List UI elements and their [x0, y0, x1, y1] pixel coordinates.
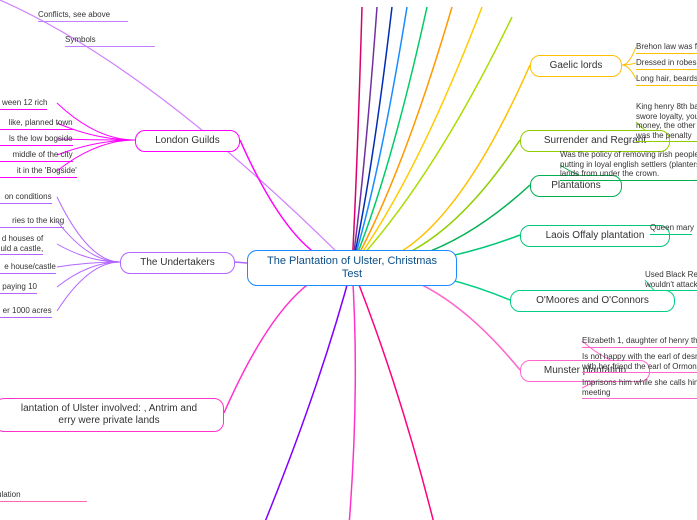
leaf-munster-2: Imprisons him while she calls him over t… [582, 378, 697, 399]
leaf-london-3: middle of the city [0, 150, 73, 162]
leaf-laois-0: Queen mary [650, 223, 694, 235]
leaf-undertakers-2: d houses of uld a castle, [0, 234, 43, 255]
leaf-london-1: like, planned town [0, 118, 73, 130]
leaf-undertakers-0: on conditions [0, 192, 52, 204]
leaf-london-2: ls the low bogside [0, 134, 73, 146]
branch-antrim[interactable]: lantation of Ulster involved: , Antrim a… [0, 398, 224, 432]
leaf-gaelic-1: Dressed in robes etc [636, 58, 697, 70]
leaf-undertakers-4: paying 10 [0, 282, 37, 294]
leaf-london-4: it in the 'Bogside' [0, 166, 77, 178]
leaf-munster-0: Elizabeth 1, daughter of henry the eight… [582, 336, 697, 348]
leaf-undertakers-3: e house/castle [0, 262, 56, 274]
branch-undertakers[interactable]: The Undertakers [120, 252, 235, 274]
leaf-munster-1: Is not happy with the earl of desmond be… [582, 352, 697, 373]
leaf-bottom1: ulation [0, 490, 87, 502]
leaf-undertakers-1: ries to the king [0, 216, 64, 228]
leaf-surrender-0: King henry 8th basically offe swore loya… [636, 102, 697, 142]
leaf-gaelic-2: Long hair, beards [636, 74, 697, 86]
leaf-top2: Symbols [65, 35, 155, 47]
branch-omoores[interactable]: O'Moores and O'Connors [510, 290, 675, 312]
central-topic[interactable]: The Plantation of Ulster, Christmas Test [247, 250, 457, 286]
leaf-omoores-0: Used Black Rent, protection wouldn't att… [645, 270, 697, 291]
leaf-london-0: ween 12 rich [0, 98, 47, 110]
branch-laois[interactable]: Laois Offaly plantation [520, 225, 670, 247]
branch-gaelic[interactable]: Gaelic lords [530, 55, 622, 77]
leaf-top1: Conflicts, see above [38, 10, 128, 22]
leaf-plantations-0: Was the policy of removing irish people … [560, 150, 697, 181]
leaf-undertakers-5: er 1000 acres [0, 306, 52, 318]
leaf-gaelic-0: Brehon law was followed unlike the [636, 42, 697, 54]
branch-london[interactable]: London Guilds [135, 130, 240, 152]
